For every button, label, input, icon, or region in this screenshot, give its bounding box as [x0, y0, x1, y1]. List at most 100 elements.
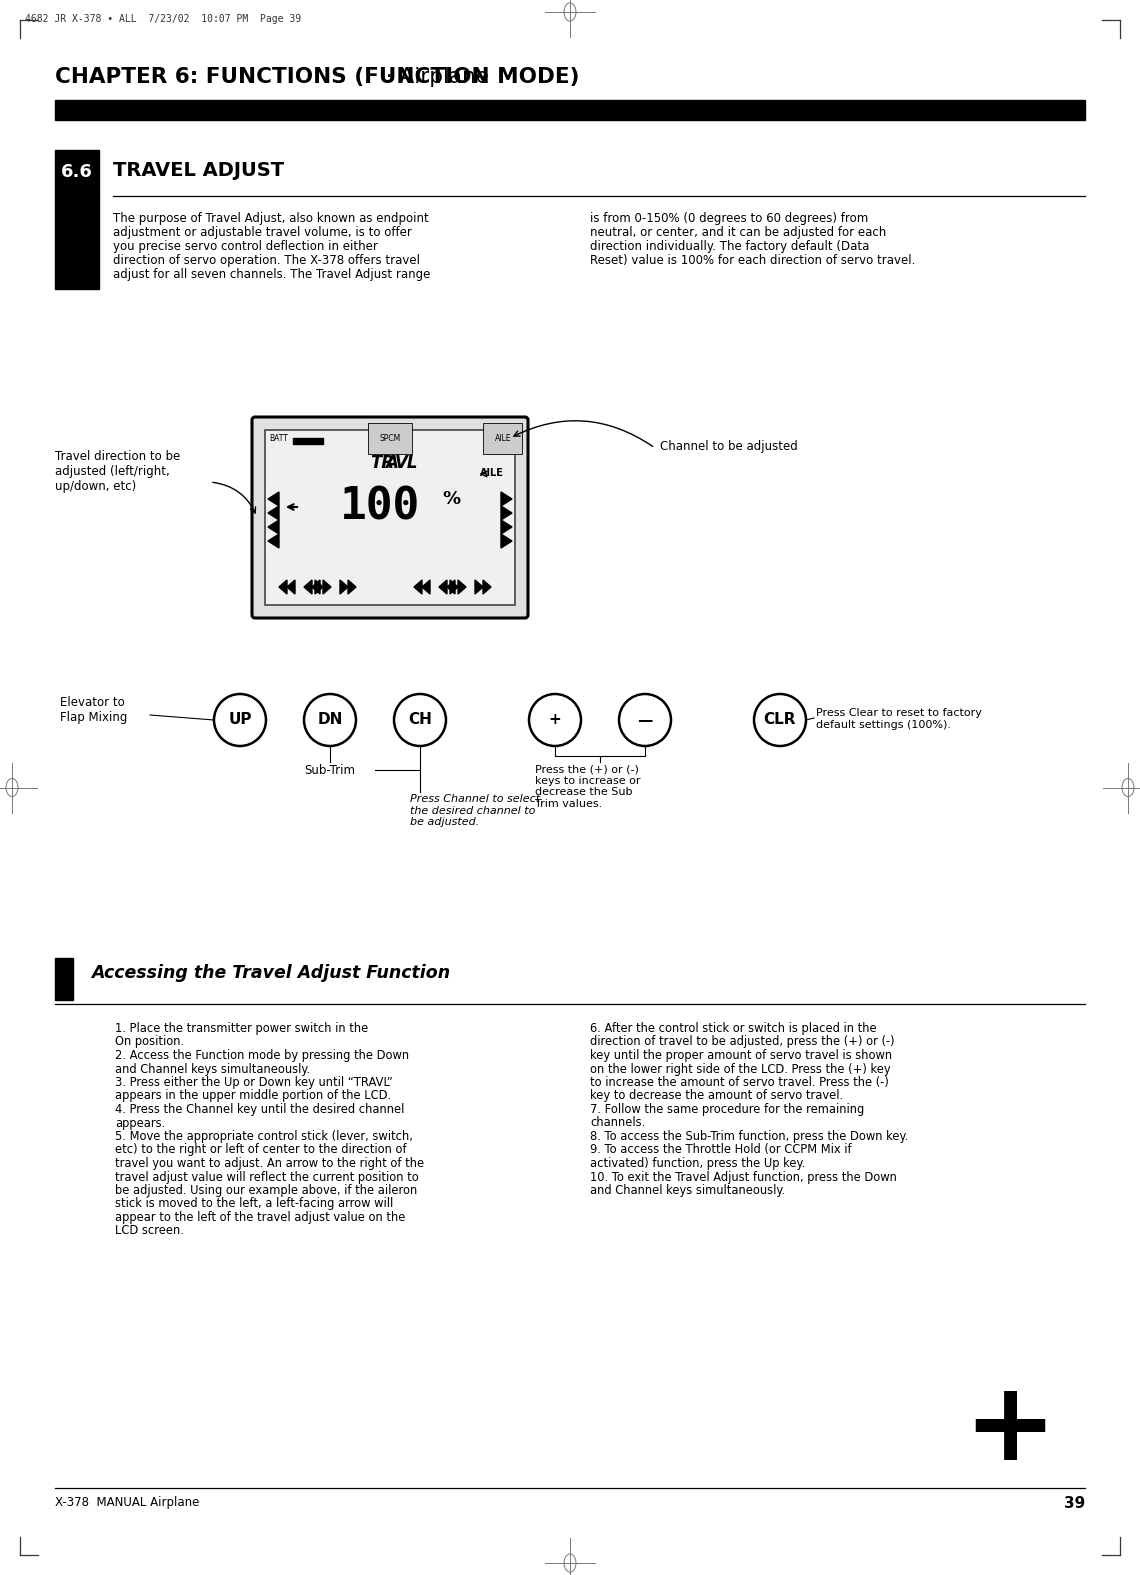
Polygon shape	[500, 491, 512, 506]
Polygon shape	[450, 580, 458, 594]
Text: Press Clear to reset to factory
default settings (100%).: Press Clear to reset to factory default …	[816, 709, 982, 729]
Text: A: A	[385, 454, 398, 472]
Text: %: %	[442, 490, 461, 509]
Text: BATT: BATT	[269, 435, 288, 443]
Polygon shape	[268, 491, 279, 506]
Text: SPCM: SPCM	[380, 435, 400, 443]
Text: Travel direction to be
adjusted (left/right,
up/down, etc): Travel direction to be adjusted (left/ri…	[55, 450, 180, 493]
Text: direction of travel to be adjusted, press the (+) or (-): direction of travel to be adjusted, pres…	[591, 1035, 895, 1049]
Text: +: +	[548, 712, 561, 728]
Polygon shape	[315, 580, 323, 594]
Text: TR: TR	[370, 454, 394, 472]
Text: The purpose of Travel Adjust, also known as endpoint: The purpose of Travel Adjust, also known…	[113, 213, 429, 225]
Circle shape	[619, 695, 671, 747]
Text: 10. To exit the Travel Adjust function, press the Down: 10. To exit the Travel Adjust function, …	[591, 1170, 897, 1183]
Text: 100: 100	[340, 485, 421, 528]
Circle shape	[214, 695, 266, 747]
Polygon shape	[268, 506, 279, 520]
Text: 3. Press either the Up or Down key until “TRAVL”: 3. Press either the Up or Down key until…	[115, 1076, 393, 1088]
Text: Accessing the Travel Adjust Function: Accessing the Travel Adjust Function	[91, 964, 450, 981]
Bar	[264, 430, 515, 605]
Text: and Channel keys simultaneously.: and Channel keys simultaneously.	[115, 1063, 310, 1076]
Bar	[55, 194, 99, 288]
Polygon shape	[475, 580, 483, 594]
Polygon shape	[422, 580, 430, 594]
Text: direction of servo operation. The X-378 offers travel: direction of servo operation. The X-378 …	[113, 254, 420, 268]
Text: 2. Access the Function mode by pressing the Down: 2. Access the Function mode by pressing …	[115, 1049, 409, 1062]
Text: stick is moved to the left, a left-facing arrow will: stick is moved to the left, a left-facin…	[115, 1197, 393, 1211]
Bar	[55, 150, 99, 194]
Text: On position.: On position.	[115, 1035, 185, 1049]
Text: etc) to the right or left of center to the direction of: etc) to the right or left of center to t…	[115, 1143, 407, 1156]
Bar	[293, 438, 323, 444]
Text: UP: UP	[228, 712, 252, 728]
Text: to increase the amount of servo travel. Press the (-): to increase the amount of servo travel. …	[591, 1076, 889, 1088]
Polygon shape	[348, 580, 356, 594]
Text: key to decrease the amount of servo travel.: key to decrease the amount of servo trav…	[591, 1090, 844, 1102]
Text: +: +	[963, 1377, 1057, 1484]
Text: CLR: CLR	[764, 712, 796, 728]
Text: direction individually. The factory default (Data: direction individually. The factory defa…	[591, 239, 870, 254]
Text: 4682 JR X-378 • ALL  7/23/02  10:07 PM  Page 39: 4682 JR X-378 • ALL 7/23/02 10:07 PM Pag…	[25, 14, 301, 24]
Text: VL: VL	[394, 454, 418, 472]
Polygon shape	[268, 520, 279, 534]
Polygon shape	[287, 580, 295, 594]
Text: 7. Follow the same procedure for the remaining: 7. Follow the same procedure for the rem…	[591, 1102, 864, 1117]
Polygon shape	[312, 580, 320, 594]
Text: appear to the left of the travel adjust value on the: appear to the left of the travel adjust …	[115, 1211, 406, 1224]
Text: neutral, or center, and it can be adjusted for each: neutral, or center, and it can be adjust…	[591, 225, 886, 239]
Text: AILE: AILE	[480, 468, 504, 477]
Text: CH: CH	[408, 712, 432, 728]
Text: Reset) value is 100% for each direction of servo travel.: Reset) value is 100% for each direction …	[591, 254, 915, 268]
Text: channels.: channels.	[591, 1117, 645, 1129]
Text: —: —	[637, 712, 653, 728]
Polygon shape	[500, 534, 512, 548]
Text: you precise servo control deflection in either: you precise servo control deflection in …	[113, 239, 377, 254]
Polygon shape	[340, 580, 348, 594]
Text: 4. Press the Channel key until the desired channel: 4. Press the Channel key until the desir…	[115, 1102, 405, 1117]
Polygon shape	[304, 580, 312, 594]
Text: X-378  MANUAL Airplane: X-378 MANUAL Airplane	[55, 1496, 200, 1509]
Text: on the lower right side of the LCD. Press the (+) key: on the lower right side of the LCD. Pres…	[591, 1063, 890, 1076]
Text: TRAVEL ADJUST: TRAVEL ADJUST	[113, 161, 284, 180]
Circle shape	[529, 695, 581, 747]
Text: 1. Place the transmitter power switch in the: 1. Place the transmitter power switch in…	[115, 1022, 368, 1035]
Text: appears in the upper middle portion of the LCD.: appears in the upper middle portion of t…	[115, 1090, 391, 1102]
Polygon shape	[414, 580, 422, 594]
Text: be adjusted. Using our example above, if the aileron: be adjusted. Using our example above, if…	[115, 1184, 417, 1197]
Text: 9. To access the Throttle Hold (or CCPM Mix if: 9. To access the Throttle Hold (or CCPM …	[591, 1143, 852, 1156]
Polygon shape	[458, 580, 466, 594]
Text: travel you want to adjust. An arrow to the right of the: travel you want to adjust. An arrow to t…	[115, 1158, 424, 1170]
Text: Sub-Trim: Sub-Trim	[304, 764, 356, 776]
Text: 5. Move the appropriate control stick (lever, switch,: 5. Move the appropriate control stick (l…	[115, 1129, 413, 1143]
Circle shape	[394, 695, 446, 747]
Text: adjust for all seven channels. The Travel Adjust range: adjust for all seven channels. The Trave…	[113, 268, 431, 280]
Text: Channel to be adjusted: Channel to be adjusted	[660, 439, 798, 454]
Polygon shape	[268, 534, 279, 548]
Text: LCD screen.: LCD screen.	[115, 1224, 184, 1238]
Text: key until the proper amount of servo travel is shown: key until the proper amount of servo tra…	[591, 1049, 893, 1062]
Circle shape	[754, 695, 806, 747]
Polygon shape	[439, 580, 447, 594]
Text: 8. To access the Sub-Trim function, press the Down key.: 8. To access the Sub-Trim function, pres…	[591, 1129, 909, 1143]
Text: DN: DN	[317, 712, 343, 728]
Text: travel adjust value will reflect the current position to: travel adjust value will reflect the cur…	[115, 1170, 418, 1183]
Text: is from 0-150% (0 degrees to 60 degrees) from: is from 0-150% (0 degrees to 60 degrees)…	[591, 213, 869, 225]
Text: Press Channel to select
the desired channel to
be adjusted.: Press Channel to select the desired chan…	[410, 794, 540, 827]
FancyBboxPatch shape	[252, 417, 528, 617]
Text: and Channel keys simultaneously.: and Channel keys simultaneously.	[591, 1184, 785, 1197]
Polygon shape	[500, 520, 512, 534]
Text: 6. After the control stick or switch is placed in the: 6. After the control stick or switch is …	[591, 1022, 877, 1035]
Text: activated) function, press the Up key.: activated) function, press the Up key.	[591, 1158, 805, 1170]
Text: AILE: AILE	[495, 435, 511, 443]
Polygon shape	[323, 580, 331, 594]
Polygon shape	[279, 580, 287, 594]
Bar	[55, 99, 1085, 120]
Text: adjustment or adjustable travel volume, is to offer: adjustment or adjustable travel volume, …	[113, 225, 412, 239]
Text: CHAPTER 6: FUNCTIONS (FUNCTION MODE): CHAPTER 6: FUNCTIONS (FUNCTION MODE)	[55, 68, 579, 87]
Text: Press the (+) or (-)
keys to increase or
decrease the Sub
Trim values.: Press the (+) or (-) keys to increase or…	[535, 764, 641, 810]
Text: 39: 39	[1064, 1496, 1085, 1510]
Polygon shape	[483, 580, 491, 594]
Polygon shape	[447, 580, 455, 594]
Bar	[55, 958, 73, 1000]
